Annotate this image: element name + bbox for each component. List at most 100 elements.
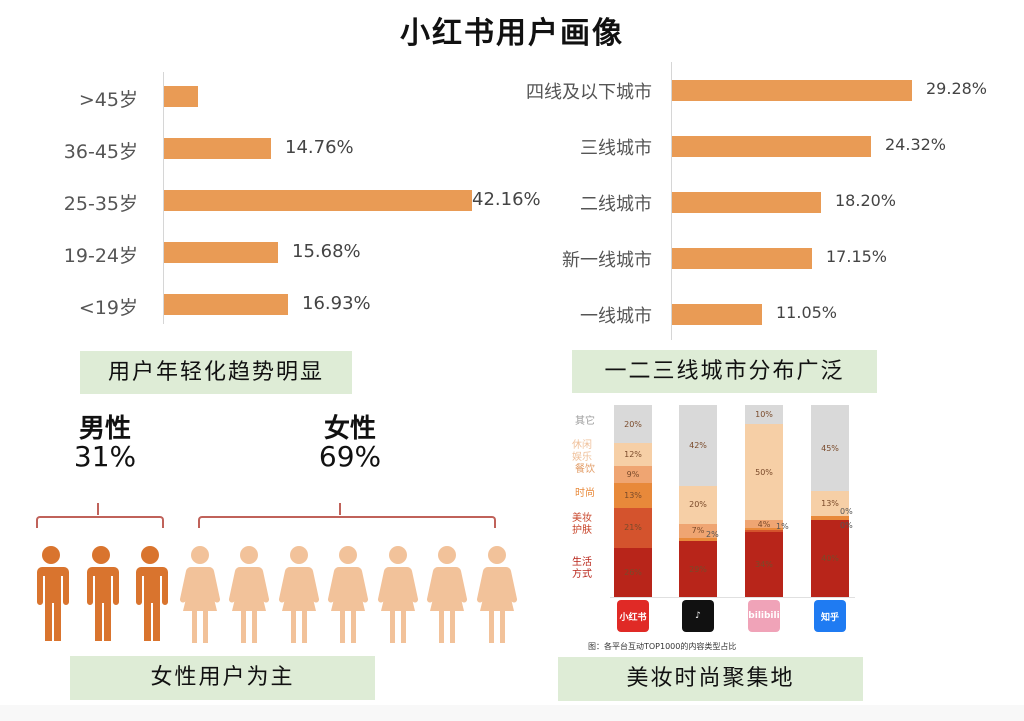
age-value-label: 14.76% [285,137,354,158]
stack-segment: 45% [811,405,849,492]
segment-label: 29% [689,564,707,574]
stack-segment: 34% [745,531,783,597]
stack-segment [811,516,849,521]
age-bar [164,294,288,315]
age-bar [164,86,198,107]
city-category-label: 一线城市 [580,306,652,327]
stack-segment: 20% [614,405,652,444]
stack-segment: 50% [745,424,783,521]
city-category-label: 四线及以下城市 [526,82,652,103]
city-category-label: 新一线城市 [562,250,652,271]
segment-label: 13% [624,490,642,500]
age-bar [164,190,472,211]
stack-segment: 9% [614,465,652,483]
legend-lifestyle: 生活方式 [572,557,592,580]
female-percent: 69% [318,440,382,473]
stack-segment [745,527,783,530]
age-category-label: <19岁 [78,297,138,319]
age-chart: >45岁 36-45岁 14.76% 25-35岁 42.16% 19-24岁 15… [0,60,560,330]
zhihu-side-label-beauty: 0% [840,521,853,530]
city-value-label: 18.20% [835,191,897,210]
age-caption: 用户年轻化趋势明显 [80,351,352,394]
female-person-icon [325,545,371,643]
stack-segment: 21% [614,507,652,548]
stacked-column: 29% 7% 20% 42% [679,405,717,597]
platform-icon-0: 小红书 [617,600,649,632]
city-bar [672,304,762,325]
segment-label: 26% [624,567,642,577]
people-pictogram [28,545,528,645]
page-title: 小红书用户画像 [400,16,624,51]
segment-label: 20% [689,500,707,510]
female-brace [198,516,496,528]
platform-icon-1: ♪ [682,600,714,632]
city-value-label: 11.05% [776,303,838,322]
female-person-icon [424,545,470,643]
city-value-label: 24.32% [885,135,947,154]
segment-label: 42% [689,440,707,450]
stack-segment: 29% [679,541,717,597]
stacked-column: 40% 13% 45% [811,405,849,597]
male-person-icon [78,545,124,643]
stack-segment: 40% [811,520,849,597]
segment-label: 9% [626,469,640,479]
age-chart-axis [163,72,164,324]
bottom-strip [0,705,1024,721]
segment-label: 4% [757,519,771,529]
stack-segment [745,529,783,532]
city-value-label: 17.15% [826,247,888,266]
female-person-icon [177,545,223,643]
bili-side-label: 1% [776,522,789,531]
stack-baseline [610,597,855,598]
stacked-column: 26% 21% 13% 9% 12% 20% [614,405,652,597]
segment-label: 21% [624,523,642,533]
segment-label: 20% [624,419,642,429]
stack-segment: 7% [679,524,717,538]
content-type-chart: 其它 休闲娱乐 餐饮 时尚 美妆护肤 生活方式 26% 21% 13% 9% 12% 20… [560,400,880,651]
male-person-icon [127,545,173,643]
age-bar [164,242,278,263]
male-brace-tick [97,503,99,515]
stack-segment: 13% [614,482,652,508]
city-bar [672,136,871,157]
age-value-label: 42.16% [472,189,541,210]
female-person-icon [474,545,520,643]
legend-leisure: 休闲娱乐 [572,440,592,463]
female-person-icon [226,545,272,643]
city-bar [672,80,912,101]
stack-segment: 4% [745,519,783,529]
zhihu-side-label-food: 0% [840,507,853,516]
stacked-column: 34% 4% 50% 10% [745,405,783,597]
segment-label: 13% [821,499,839,509]
age-bar [164,138,271,159]
segment-label: 45% [821,443,839,453]
male-label: 男性 [78,414,131,444]
age-value-label: 15.68% [292,241,361,262]
segment-label: 10% [755,410,773,420]
female-person-icon [375,545,421,643]
age-category-label: >45岁 [78,89,138,111]
segment-label: 12% [624,449,642,459]
segment-label: 50% [755,467,773,477]
segment-label: 7% [691,526,705,536]
chart-footnote: 图：各平台互动TOP1000的内容类型占比 [588,642,737,651]
content-caption: 美妆时尚聚集地 [558,657,863,701]
douyin-side-label: 2% [706,530,719,539]
female-brace-tick [339,503,341,515]
segment-label: 40% [821,554,839,564]
platform-icon-3: 知乎 [814,600,846,632]
legend-food: 餐饮 [575,464,595,475]
age-category-label: 25-35岁 [63,193,138,215]
city-chart-axis [671,62,672,340]
stack-segment: 20% [679,485,717,525]
age-category-label: 19-24岁 [63,245,138,267]
stack-segment: 13% [811,491,849,517]
city-chart: 四线及以下城市 29.28% 三线城市 24.32% 二线城市 18.20% 新一线城… [500,60,1024,340]
city-bar [672,192,821,213]
segment-label: 34% [755,559,773,569]
legend-other: 其它 [575,416,595,427]
legend-fashion: 时尚 [575,488,595,499]
stack-segment: 10% [745,405,783,425]
city-category-label: 三线城市 [580,138,652,159]
male-percent: 31% [73,440,137,473]
